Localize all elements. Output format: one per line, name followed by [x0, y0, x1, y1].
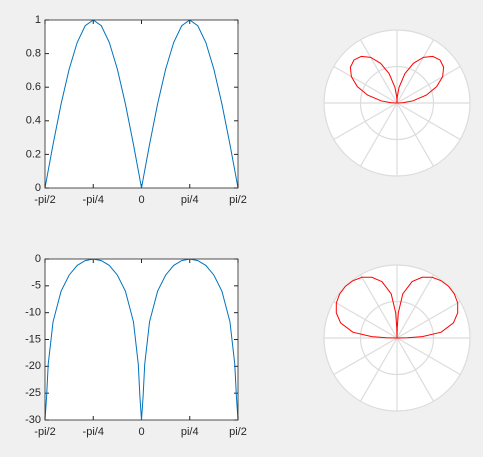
x-tick-label: pi/4 — [181, 426, 199, 438]
y-tick-label: 0.6 — [26, 81, 41, 93]
x-tick-label: pi/4 — [181, 194, 199, 206]
x-tick-label: 0 — [138, 426, 144, 438]
polar-grid-spoke — [396, 337, 461, 376]
polar-grid-spoke — [333, 102, 398, 141]
axes-background — [45, 20, 238, 188]
polar-grid-spoke — [396, 274, 435, 339]
x-tick-label: -pi/4 — [83, 426, 104, 438]
polar-grid-spoke — [396, 102, 461, 141]
x-tick-label: -pi/2 — [34, 426, 55, 438]
y-tick-label: -15 — [25, 333, 41, 345]
y-tick-label: 0.2 — [26, 148, 41, 160]
polar-grid-spoke — [359, 274, 398, 339]
x-tick-label: pi/2 — [229, 194, 247, 206]
data-line — [45, 259, 238, 420]
axes-box — [44, 258, 239, 421]
polar-grid-spoke — [396, 65, 461, 104]
axes-background — [45, 259, 238, 420]
polar-grid-spoke — [359, 102, 398, 167]
data-line — [45, 20, 238, 188]
y-tick-label: -20 — [25, 360, 41, 372]
y-tick-label: 0 — [35, 182, 41, 194]
polar-grid-spoke — [359, 337, 398, 402]
x-tick-label: -pi/4 — [83, 194, 104, 206]
polar-grid-spoke — [359, 39, 398, 104]
y-tick-label: 1 — [35, 14, 41, 26]
polar-grid-spoke — [396, 300, 461, 339]
y-tick-label: -5 — [31, 280, 41, 292]
polar-grid-spoke — [396, 337, 435, 402]
y-tick-label: -30 — [25, 414, 41, 426]
y-tick-label: -10 — [25, 307, 41, 319]
polar-grid-spoke — [333, 300, 398, 339]
y-tick-label: -25 — [25, 387, 41, 399]
polar-grid-spoke — [333, 65, 398, 104]
axes-box — [44, 19, 239, 189]
polar-line — [349, 55, 445, 104]
y-tick-label: 0.8 — [26, 48, 41, 60]
polar-grid-spoke — [333, 337, 398, 376]
polar-grid-spoke — [396, 102, 435, 167]
polar-grid-spoke — [396, 39, 435, 104]
y-tick-label: 0 — [35, 253, 41, 265]
x-tick-label: pi/2 — [229, 426, 247, 438]
y-tick-label: 0.4 — [26, 115, 41, 127]
polar-line — [335, 276, 459, 339]
x-tick-label: -pi/2 — [34, 194, 55, 206]
x-tick-label: 0 — [138, 194, 144, 206]
